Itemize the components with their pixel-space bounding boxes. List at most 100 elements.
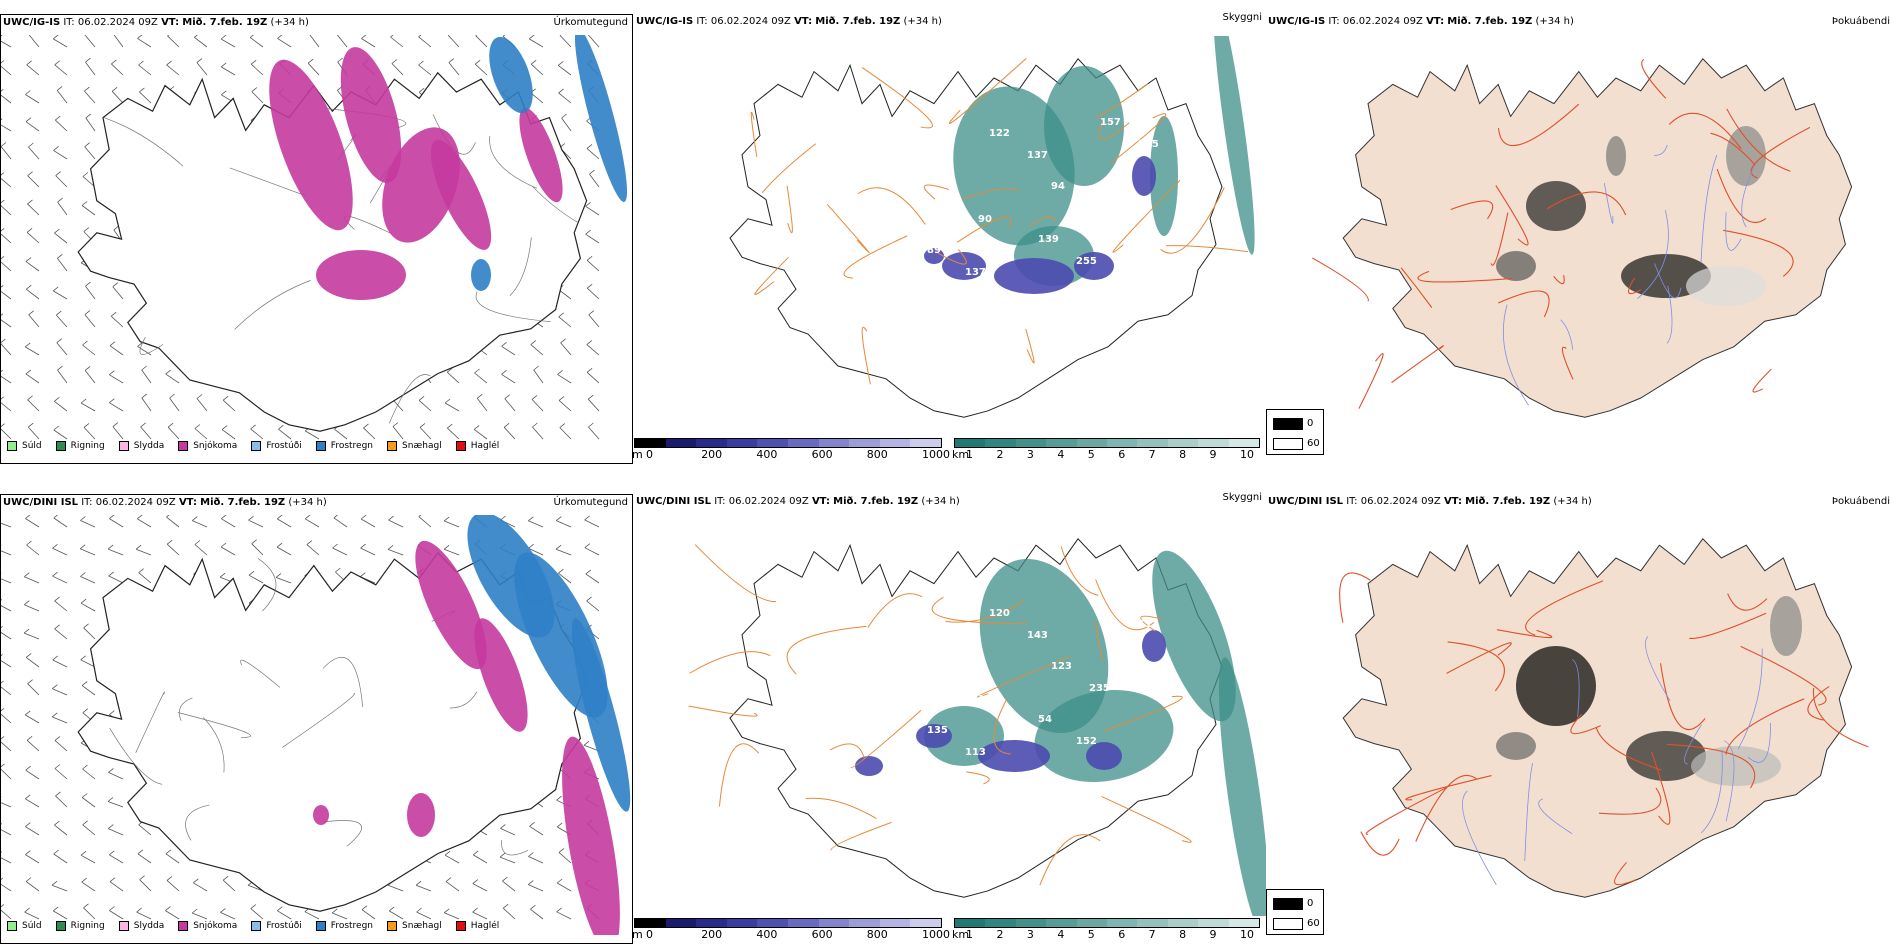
vt-value: Mið. 7.feb. 19Z bbox=[182, 17, 268, 28]
colorbar-segment bbox=[635, 919, 666, 927]
vt-label: VT: bbox=[178, 497, 197, 508]
colorbar-segment bbox=[757, 919, 788, 927]
legend-item: Frostregn bbox=[315, 441, 373, 451]
visibility-value-label: 137 bbox=[965, 267, 986, 278]
legend-swatch bbox=[315, 441, 326, 451]
visibility-map: 544 108 142 113 143 235 152 111 133 135 120 123 54 bbox=[688, 538, 1266, 916]
colorbar-segment bbox=[696, 439, 727, 447]
legend-swatch bbox=[55, 441, 66, 451]
legend-item: Snjókoma bbox=[178, 441, 237, 451]
colorbar-segment bbox=[665, 919, 697, 927]
colorbar-tick: 400 bbox=[756, 928, 778, 941]
colorbar bbox=[634, 438, 942, 448]
vt-value: Mið. 7.feb. 19Z bbox=[1447, 16, 1533, 27]
colorbar-tick: 1 bbox=[966, 448, 973, 461]
vt-value: Mið. 7.feb. 19Z bbox=[815, 16, 901, 27]
colorbar-unit: km bbox=[952, 928, 970, 941]
lead-time: (+34 h) bbox=[903, 16, 942, 27]
colorbar-tick: 2 bbox=[996, 448, 1004, 461]
colorbar-segment bbox=[879, 919, 911, 927]
colorbar-segment bbox=[726, 439, 758, 447]
colorbar-tick: 6 bbox=[1118, 928, 1126, 941]
colorbar-segment bbox=[1167, 919, 1199, 927]
model-name: UWC/IG-IS bbox=[3, 17, 61, 28]
panel-title: UWC/IG-IS IT: 06.02.2024 09Z VT: Mið. 7.… bbox=[1268, 16, 1574, 27]
it-value: 06.02.2024 09Z bbox=[710, 16, 791, 27]
colorbar-tick: 5 bbox=[1087, 928, 1095, 941]
colorbar-segment bbox=[1167, 439, 1199, 447]
colorbar-segment bbox=[1137, 439, 1168, 447]
panel-kind-label: Úrkomutegund bbox=[553, 497, 628, 508]
panel-kind-label: Þokuábendi bbox=[1831, 16, 1890, 27]
precip-legend: Súld Rigning Slydda Snjókoma Frostúði Frostre… bbox=[7, 441, 513, 451]
colorbar-tick: 2 bbox=[996, 928, 1004, 941]
visibility-value-label: 135 bbox=[927, 725, 948, 736]
colorbar-segment bbox=[1198, 439, 1229, 447]
precip-map bbox=[1, 35, 628, 440]
colorbar bbox=[954, 918, 1260, 928]
vt-value: Mið. 7.feb. 19Z bbox=[1465, 496, 1551, 507]
colorbar-segment bbox=[726, 919, 758, 927]
fog-legend-label: 0 bbox=[1307, 418, 1314, 429]
colorbar-segment bbox=[879, 439, 911, 447]
visibility-value-label: 544 bbox=[854, 588, 875, 599]
colorbar-segment bbox=[1076, 919, 1108, 927]
legend-swatch bbox=[387, 921, 398, 931]
legend-item: Rigning bbox=[55, 441, 105, 451]
colorbar-segment bbox=[1107, 439, 1138, 447]
colorbar-segment bbox=[1228, 439, 1260, 447]
colorbar-segment bbox=[849, 439, 880, 447]
visibility-value-label: 90 bbox=[978, 214, 992, 225]
colorbar-unit: m bbox=[632, 448, 643, 461]
fog-legend: 0 60 bbox=[1266, 409, 1324, 455]
visibility-value-label: 476 bbox=[916, 161, 937, 172]
legend-label: Snæhagl bbox=[402, 441, 442, 451]
vt-label: VT: bbox=[1443, 496, 1462, 507]
colorbar bbox=[954, 438, 1260, 448]
visibility-panel-top: UWC/IG-IS IT: 06.02.2024 09Z VT: Mið. 7.… bbox=[632, 12, 1324, 464]
visibility-value-label: 139 bbox=[1038, 234, 1059, 245]
colorbar-tick: 1 bbox=[966, 928, 973, 941]
visibility-map: 206 476 90 137 137 155 255 245 124 89 122 94 139 157 bbox=[729, 36, 1255, 418]
colorbar-segment bbox=[1015, 439, 1047, 447]
legend-item: Snæhagl bbox=[387, 921, 442, 931]
colorbar-tick: 8 bbox=[1179, 928, 1187, 941]
vt-value: Mið. 7.feb. 19Z bbox=[200, 497, 286, 508]
colorbar-tick: 800 bbox=[866, 448, 888, 461]
legend-item: Slydda bbox=[118, 921, 164, 931]
lead-time: (+34 h) bbox=[270, 17, 309, 28]
fog-panel-top: UWC/IG-IS IT: 06.02.2024 09Z VT: Mið. 7.… bbox=[1266, 14, 1900, 464]
colorbar-tick: 10 bbox=[1240, 448, 1254, 461]
colorbar-unit: m bbox=[632, 928, 643, 941]
legend-item: Súld bbox=[7, 441, 42, 451]
model-name: UWC/IG-IS bbox=[1268, 16, 1326, 27]
colorbar-segment bbox=[1107, 919, 1138, 927]
legend-swatch bbox=[178, 921, 189, 931]
legend-swatch bbox=[455, 921, 466, 931]
visibility-value-label: 120 bbox=[989, 608, 1010, 619]
colorbar-segment bbox=[1046, 919, 1077, 927]
fog-legend-swatch bbox=[1273, 438, 1303, 450]
precip-type-panel-top: UWC/IG-IS IT: 06.02.2024 09Z VT: Mið. 7.… bbox=[0, 14, 633, 464]
colorbar-tick: 6 bbox=[1118, 448, 1126, 461]
legend-item: Haglél bbox=[455, 921, 499, 931]
model-name: UWC/DINI ISL bbox=[1268, 496, 1344, 507]
panel-title: UWC/DINI ISL IT: 06.02.2024 09Z VT: Mið.… bbox=[1268, 496, 1592, 507]
colorbar-tick: 3 bbox=[1026, 928, 1034, 941]
colorbar-tick: 7 bbox=[1148, 448, 1156, 461]
panel-title: UWC/DINI ISL IT: 06.02.2024 09Z VT: Mið.… bbox=[636, 496, 960, 507]
colorbar-segment bbox=[818, 439, 850, 447]
legend-swatch bbox=[118, 921, 129, 931]
colorbar-tick: 4 bbox=[1057, 448, 1065, 461]
it-value: 06.02.2024 09Z bbox=[1342, 16, 1423, 27]
legend-swatch bbox=[251, 441, 262, 451]
vt-label: VT: bbox=[811, 496, 830, 507]
colorbar-segment bbox=[1015, 919, 1047, 927]
it-label: IT: bbox=[81, 497, 93, 508]
panel-title: UWC/IG-IS IT: 06.02.2024 09Z VT: Mið. 7.… bbox=[636, 16, 942, 27]
it-label: IT: bbox=[1346, 496, 1358, 507]
colorbar-tick: 600 bbox=[811, 448, 833, 461]
visibility-value-label: 206 bbox=[854, 108, 875, 119]
legend-label: Súld bbox=[22, 441, 42, 451]
visibility-value-label: 235 bbox=[1089, 683, 1110, 694]
